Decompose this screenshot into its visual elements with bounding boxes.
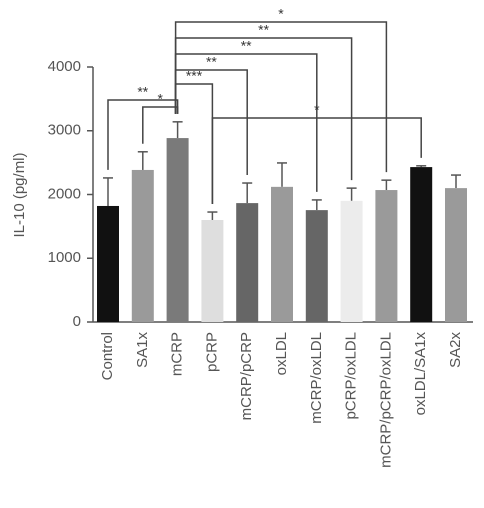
bar (305, 210, 328, 322)
significance-bracket (174, 37, 353, 181)
y-axis-label: IL-10 (pg/ml) (11, 152, 28, 237)
x-tick-label: mCRP/pCRP/oxLDL (377, 332, 394, 468)
significance-label: ** (241, 38, 252, 54)
bar (97, 205, 119, 322)
significance-label: ** (137, 84, 148, 100)
bar (410, 167, 433, 322)
x-tick-label: pCRP/oxLDL (343, 332, 360, 420)
x-tick-label: mCRP/pCRP (238, 332, 255, 420)
x-tick-label: SA1x (134, 332, 151, 368)
bar (340, 200, 363, 322)
bar (236, 203, 259, 322)
x-tick-label: oxLDL (273, 332, 290, 375)
x-tick-label: Control (99, 332, 116, 380)
bar (271, 186, 293, 322)
x-tick-label: SA2x (447, 332, 464, 368)
significance-bracket (211, 117, 422, 205)
y-tick-label: 4000 (48, 58, 81, 75)
significance-label: * (157, 91, 163, 107)
x-tick-label: mCRP (169, 332, 186, 376)
significance-label: ** (206, 54, 217, 70)
bar (445, 188, 467, 322)
significance-bracket (174, 21, 388, 173)
y-tick-label: 0 (73, 313, 81, 330)
significance-label: ** (258, 22, 269, 38)
bar (375, 190, 398, 322)
significance-label: * (314, 102, 320, 118)
significance-bracket (142, 106, 179, 144)
bar (131, 169, 154, 322)
y-tick-label: 3000 (48, 122, 81, 139)
x-tick-label: mCRP/oxLDL (308, 332, 325, 424)
significance-label: * (278, 6, 284, 22)
x-tick-label: oxLDL/SA1x (412, 332, 429, 416)
bar (166, 138, 189, 322)
bar (201, 220, 224, 322)
x-tick-label: pCRP (203, 332, 220, 372)
significance-label: *** (186, 68, 203, 84)
y-tick-label: 2000 (48, 185, 81, 202)
y-tick-label: 1000 (48, 249, 81, 266)
